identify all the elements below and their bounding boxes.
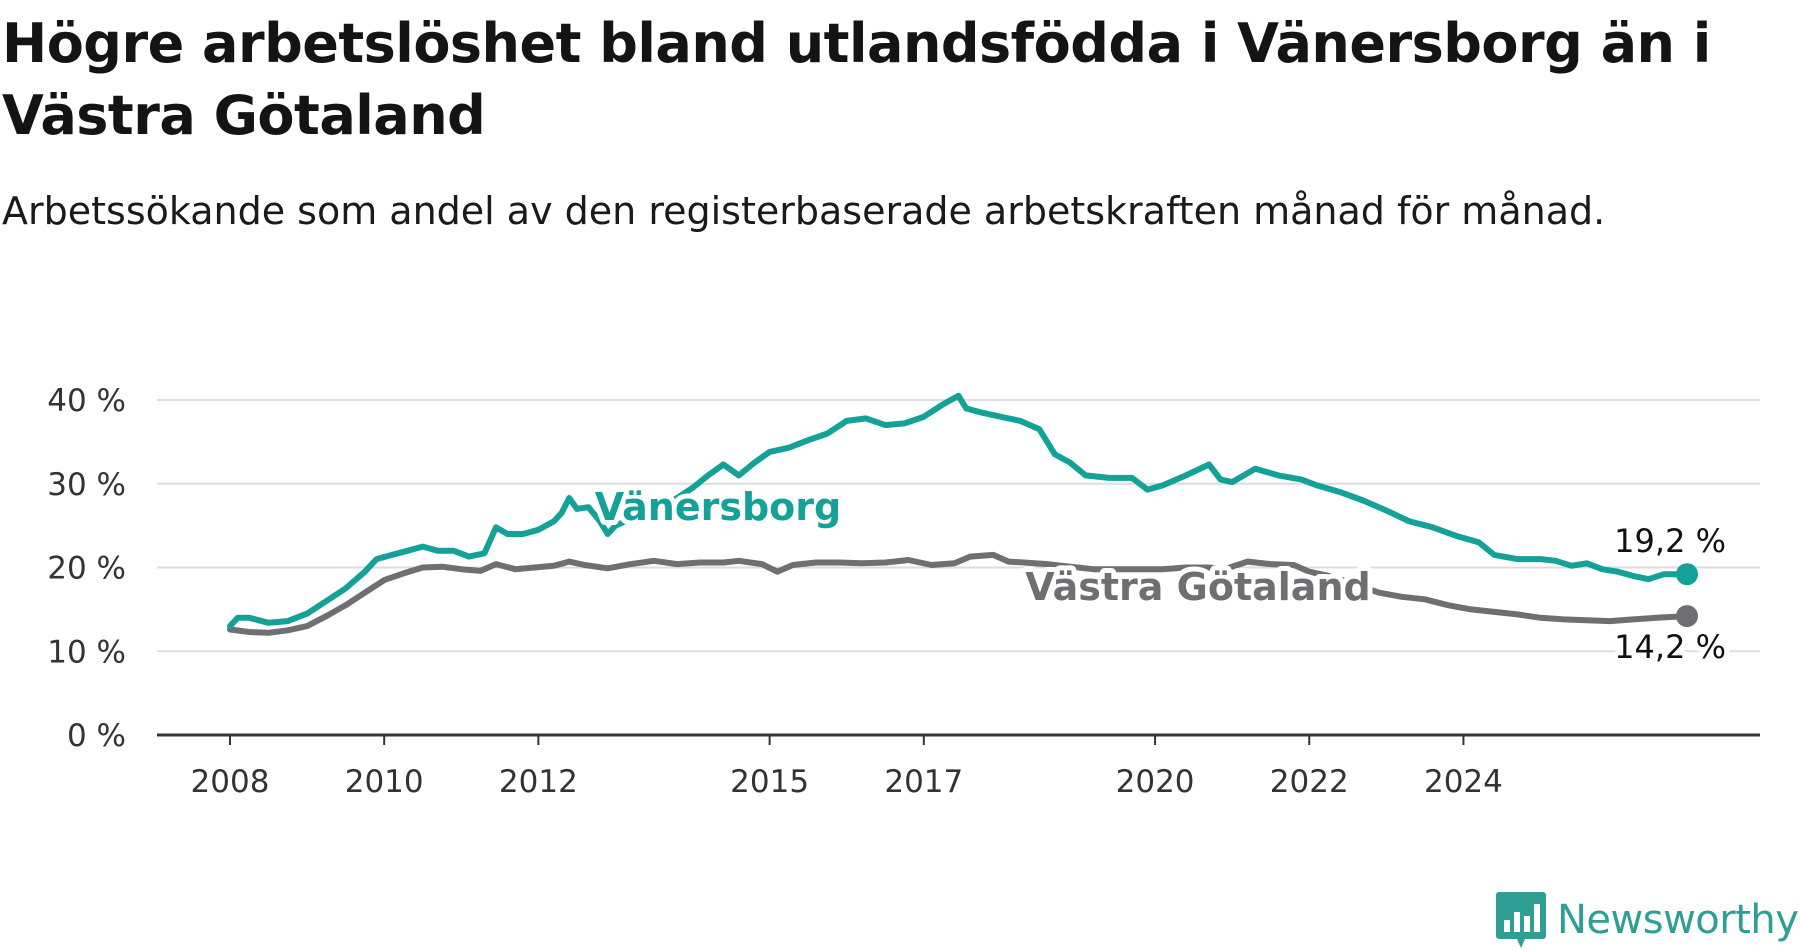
x-tick-label: 2010 [345,764,424,800]
x-tick-label: 2020 [1116,764,1195,800]
x-tick-label: 2008 [191,764,270,800]
series-label-vanersborg: Vänersborg [595,485,841,529]
bar-chart-badge-icon [1496,892,1546,948]
brand-name: Newsworthy [1557,897,1799,943]
series-label-vastra-gotaland: Västra Götaland [1025,565,1370,609]
chart-title: Högre arbetslöshet bland utlandsfödda i … [2,12,1711,147]
x-tick-label: 2024 [1424,764,1503,800]
chart-subtitle: Arbetssökande som andel av den registerb… [2,189,1606,233]
y-tick-label: 40 % [47,383,126,419]
y-tick-label: 20 % [47,551,126,587]
y-tick-label: 30 % [47,467,126,503]
series-line-v-nersborg [227,392,1690,630]
y-axis-ticks: 0 % 10 % 20 % 30 % 40 % [47,383,126,754]
series-end-marker [1676,605,1698,628]
x-tick-label: 2017 [884,764,963,800]
x-tick-label: 2022 [1270,764,1349,800]
newsworthy-logo: Newsworthy [1495,890,1799,950]
end-label-vanersborg: 19,2 % [1614,522,1726,560]
series-end-marker [1676,563,1698,586]
series-lines [227,392,1698,636]
end-label-vastra-gotaland: 14,2 % [1614,628,1726,666]
y-tick-label: 10 % [47,634,126,670]
y-tick-label: 0 % [67,718,126,754]
x-tick-label: 2015 [730,764,809,800]
x-axis-ticks: 2008 2010 2012 2015 2017 2020 2022 2024 [191,735,1503,800]
series-line-v-stra-g-taland [227,551,1690,636]
series-labels: Vänersborg Västra Götaland 19,2 % 14,2 % [590,480,1731,671]
x-tick-label: 2012 [499,764,578,800]
